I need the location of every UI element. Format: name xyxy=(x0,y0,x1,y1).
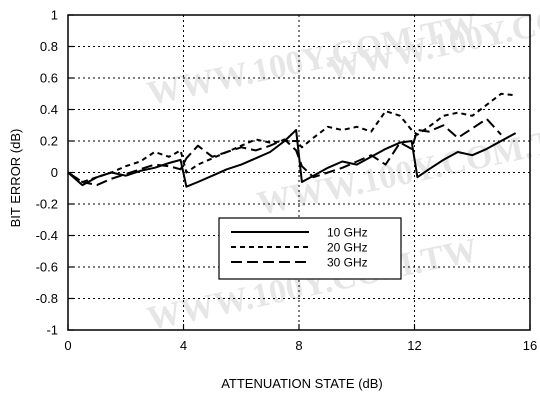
series-line-0 xyxy=(67,129,517,188)
y-tick-label-6: 0.2 xyxy=(40,134,58,149)
y-tick-label-0: -1 xyxy=(46,323,58,338)
series-line-2 xyxy=(67,117,502,187)
x-tick-label-0: 0 xyxy=(64,338,71,353)
y-tick-label-9: 0.8 xyxy=(40,39,58,54)
y-tick-label-8: 0.6 xyxy=(40,71,58,86)
legend-box xyxy=(218,217,402,280)
series-layer xyxy=(67,92,517,188)
y-tick-label-3: -0.4 xyxy=(36,228,58,243)
y-tick-label-5: 0 xyxy=(51,165,58,180)
y-tick-label-7: 0.4 xyxy=(40,102,58,117)
x-tick-label-4: 16 xyxy=(523,338,537,353)
y-tick-label-1: -0.8 xyxy=(36,291,58,306)
label-layer: 0 4 8 12 16 -1 -0.8 -0.6 -0.4 -0.2 0 0.2 0.4 0.6 0.8 1 xyxy=(36,8,538,354)
x-tick-label-3: 12 xyxy=(407,338,421,353)
x-tick-label-1: 4 xyxy=(180,338,187,353)
legend-label-2: 30 GHz xyxy=(327,256,368,270)
y-axis-title: BIT ERROR (dB) xyxy=(8,129,23,228)
y-tick-label-2: -0.6 xyxy=(36,260,58,275)
watermark-text-3: WWW.100Y.COM.TW xyxy=(324,0,540,88)
x-axis-title: ATTENUATION STATE (dB) xyxy=(221,376,383,391)
legend-label-1: 20 GHz xyxy=(327,241,368,255)
y-tick-label-4: -0.2 xyxy=(36,197,58,212)
x-tick-label-2: 8 xyxy=(295,338,302,353)
series-line-1 xyxy=(67,92,516,183)
legend-label-0: 10 GHz xyxy=(327,226,368,240)
y-tick-label-10: 1 xyxy=(51,8,58,23)
tick-layer xyxy=(67,14,531,331)
